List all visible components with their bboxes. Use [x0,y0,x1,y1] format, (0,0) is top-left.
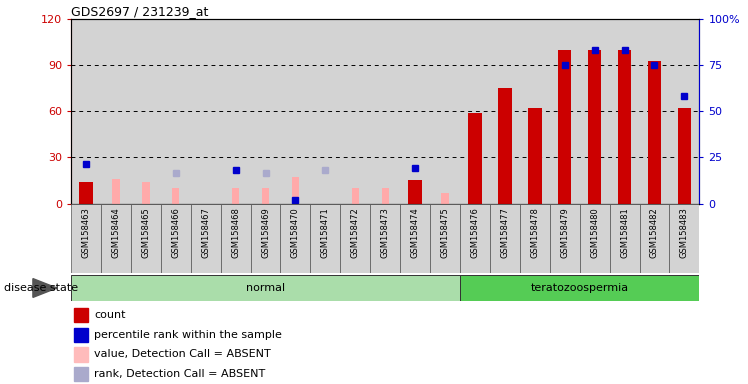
FancyBboxPatch shape [71,275,460,301]
Bar [221,19,251,204]
Text: GSM158463: GSM158463 [82,207,91,258]
Bar [310,19,340,204]
Bar [161,19,191,204]
Text: GSM158475: GSM158475 [441,207,450,258]
Text: GSM158469: GSM158469 [261,207,270,258]
Text: GSM158483: GSM158483 [680,207,689,258]
Text: GSM158476: GSM158476 [470,207,479,258]
FancyBboxPatch shape [131,204,161,273]
Bar [669,19,699,204]
Bar [588,50,601,204]
Bar [71,19,101,204]
Text: GSM158478: GSM158478 [530,207,539,258]
Bar [381,188,389,204]
Text: GSM158477: GSM158477 [500,207,509,258]
Bar [618,50,631,204]
Bar [580,19,610,204]
Text: GSM158479: GSM158479 [560,207,569,258]
Bar [640,19,669,204]
Bar [468,113,482,204]
Text: GSM158472: GSM158472 [351,207,360,258]
Bar [678,108,691,204]
FancyBboxPatch shape [669,204,699,273]
FancyBboxPatch shape [251,204,280,273]
FancyBboxPatch shape [221,204,251,273]
Text: rank, Detection Call = ABSENT: rank, Detection Call = ABSENT [94,369,266,379]
Text: GSM158481: GSM158481 [620,207,629,258]
FancyBboxPatch shape [340,204,370,273]
FancyBboxPatch shape [610,204,640,273]
Bar [648,61,661,204]
Bar [528,108,542,204]
Bar [408,180,422,204]
Bar [400,19,430,204]
Bar [251,19,280,204]
Bar [490,19,520,204]
Bar [430,19,460,204]
FancyBboxPatch shape [370,204,400,273]
Text: GSM158464: GSM158464 [111,207,120,258]
Bar [232,188,239,204]
Bar [112,179,120,204]
Bar [292,177,299,204]
Text: GSM158468: GSM158468 [231,207,240,258]
FancyBboxPatch shape [101,204,131,273]
Bar [550,19,580,204]
Bar [191,19,221,204]
Text: value, Detection Call = ABSENT: value, Detection Call = ABSENT [94,349,271,359]
Bar [610,19,640,204]
FancyBboxPatch shape [640,204,669,273]
Text: GSM158471: GSM158471 [321,207,330,258]
Text: GSM158465: GSM158465 [141,207,150,258]
Bar [74,308,88,322]
FancyBboxPatch shape [310,204,340,273]
Text: GSM158466: GSM158466 [171,207,180,258]
Bar [460,19,490,204]
Bar [352,188,359,204]
Bar [74,367,88,381]
Bar [280,19,310,204]
Text: GSM158474: GSM158474 [411,207,420,258]
FancyBboxPatch shape [580,204,610,273]
FancyBboxPatch shape [460,204,490,273]
Bar [142,182,150,204]
FancyBboxPatch shape [280,204,310,273]
Text: GSM158473: GSM158473 [381,207,390,258]
Bar [101,19,131,204]
FancyBboxPatch shape [520,204,550,273]
Bar [262,188,269,204]
Text: normal: normal [246,283,285,293]
Bar [74,348,88,362]
Bar [558,50,571,204]
Bar [340,19,370,204]
Text: GSM158467: GSM158467 [201,207,210,258]
Bar [131,19,161,204]
Bar [79,182,93,204]
FancyBboxPatch shape [430,204,460,273]
Bar [520,19,550,204]
Bar [74,328,88,342]
FancyBboxPatch shape [460,275,699,301]
Bar [370,19,400,204]
Text: GDS2697 / 231239_at: GDS2697 / 231239_at [71,5,209,18]
Text: GSM158482: GSM158482 [650,207,659,258]
Text: teratozoospermia: teratozoospermia [530,283,629,293]
Text: count: count [94,310,126,320]
FancyBboxPatch shape [400,204,430,273]
Bar [498,88,512,204]
FancyBboxPatch shape [191,204,221,273]
FancyBboxPatch shape [490,204,520,273]
FancyBboxPatch shape [550,204,580,273]
Text: percentile rank within the sample: percentile rank within the sample [94,330,282,340]
Bar [172,188,180,204]
Bar [441,193,449,204]
FancyBboxPatch shape [71,204,101,273]
FancyBboxPatch shape [161,204,191,273]
Text: GSM158480: GSM158480 [590,207,599,258]
Text: disease state: disease state [4,283,78,293]
Polygon shape [33,279,57,298]
Text: GSM158470: GSM158470 [291,207,300,258]
